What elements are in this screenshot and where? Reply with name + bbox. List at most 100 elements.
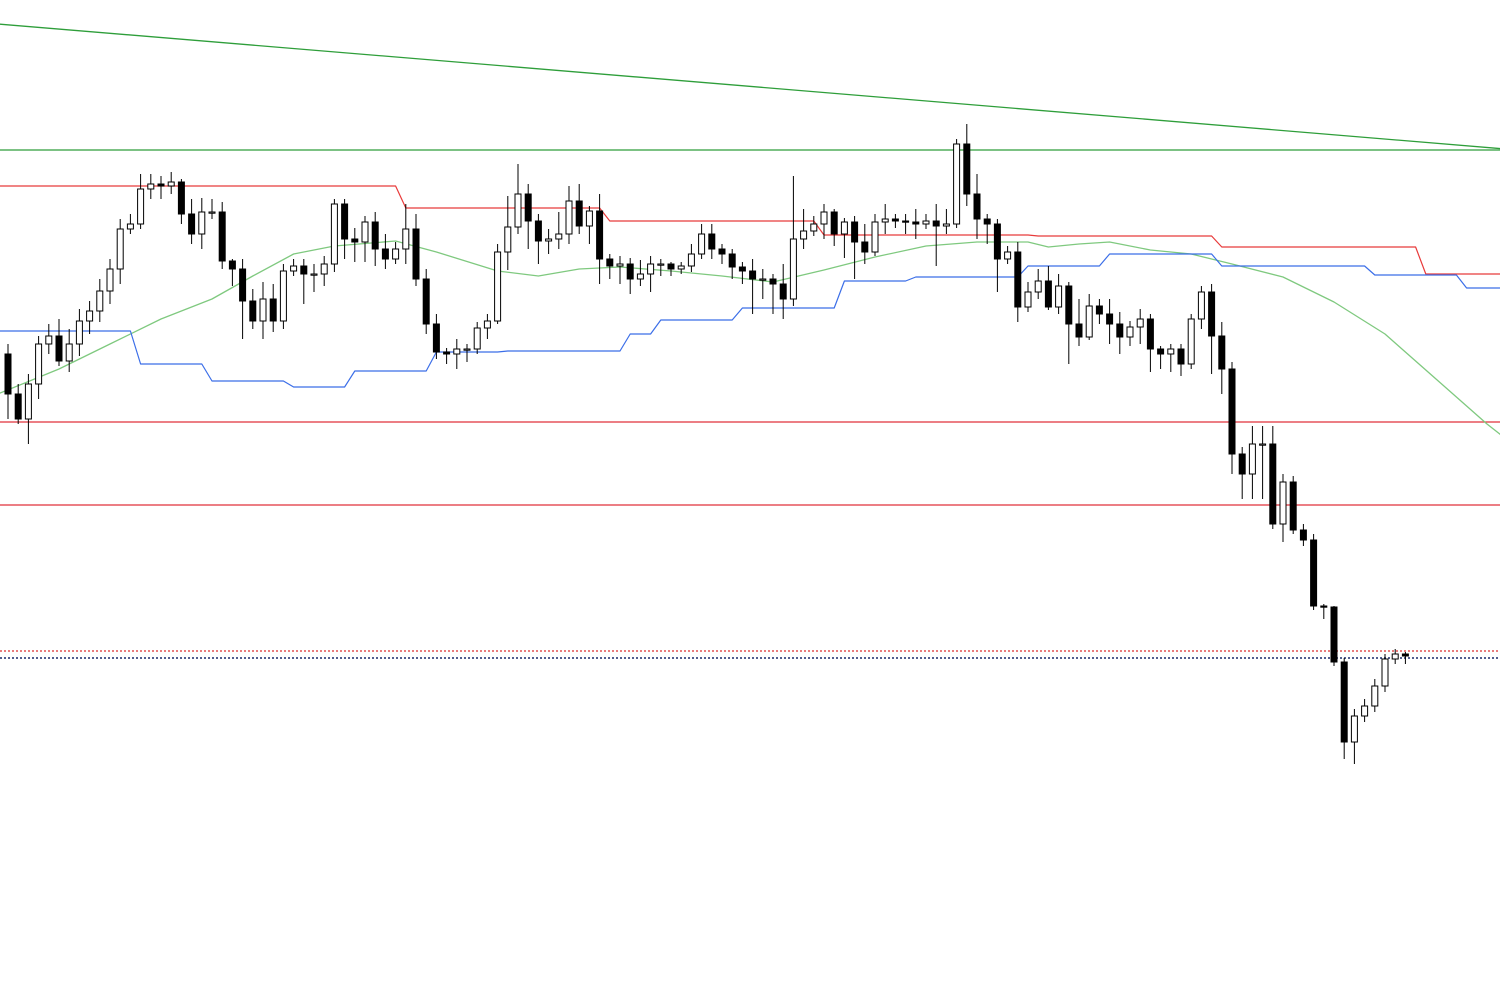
bearish-candle-body (381, 248, 389, 260)
candle (1157, 346, 1165, 369)
candle (473, 322, 481, 354)
bullish-candle-body (1381, 658, 1389, 687)
candle (494, 244, 502, 324)
bearish-candle-body (157, 183, 165, 187)
candle (422, 269, 430, 334)
candle (1289, 476, 1297, 534)
candle (1238, 447, 1246, 499)
candle (218, 202, 226, 269)
candle (330, 199, 338, 272)
bearish-candle-body (1116, 323, 1124, 338)
bearish-candle-body (422, 278, 430, 325)
candle (1299, 524, 1307, 546)
bullish-candle-body (1034, 280, 1042, 293)
bearish-candle-body (1299, 529, 1307, 541)
candle (1350, 709, 1358, 764)
bearish-candle-body (769, 278, 777, 285)
candle (718, 244, 726, 264)
bearish-candle-body (606, 258, 614, 267)
bearish-candle-body (1044, 280, 1052, 308)
candle (1065, 282, 1073, 364)
bullish-candle-body (75, 320, 83, 345)
bullish-candle-body (565, 200, 573, 235)
bullish-candle-body (1136, 318, 1144, 328)
candle (269, 284, 277, 332)
bullish-candle-body (1167, 348, 1175, 355)
bearish-candle-body (1320, 605, 1328, 608)
bullish-candle-body (1371, 685, 1379, 707)
candle (953, 139, 961, 228)
candle (779, 264, 787, 319)
candle (698, 224, 706, 259)
bearish-candle-body (902, 220, 910, 223)
bullish-candle-body (1350, 715, 1358, 743)
candle (86, 301, 94, 334)
candle (1177, 344, 1185, 376)
bearish-candle-body (351, 238, 359, 243)
candle (177, 179, 185, 224)
candle (891, 214, 899, 228)
bearish-candle-body (228, 260, 236, 270)
bearish-candle-body (1330, 606, 1338, 663)
bullish-candle-body (198, 211, 206, 235)
bullish-candle-body (1024, 291, 1032, 308)
bearish-candle-body (1238, 453, 1246, 475)
bearish-candle-body (1340, 661, 1348, 743)
candle (116, 219, 124, 284)
candle (534, 214, 542, 264)
bullish-candle-body (463, 348, 471, 351)
candle (279, 264, 287, 329)
bearish-candle-body (891, 218, 899, 222)
candle (412, 214, 420, 286)
candle (932, 204, 940, 266)
candle (616, 256, 624, 284)
bearish-candle-body (1095, 305, 1103, 315)
candle (1044, 266, 1052, 310)
bearish-candle-body (177, 181, 185, 215)
bearish-candle-body (1177, 348, 1185, 365)
candle (198, 198, 206, 249)
candle (432, 314, 440, 359)
bullish-candle-body (698, 233, 706, 255)
candle (1330, 606, 1338, 666)
candle (35, 336, 43, 399)
bullish-candle-body (1004, 251, 1012, 260)
bullish-candle-body (953, 143, 961, 225)
candle (147, 174, 155, 199)
candle (1095, 299, 1103, 324)
bearish-candle-body (371, 221, 379, 250)
bullish-candle-body (1279, 481, 1287, 525)
candle (1248, 426, 1256, 499)
bearish-candle-body (269, 298, 277, 322)
candle (65, 329, 73, 372)
candle (524, 184, 532, 249)
bullish-candle-body (290, 265, 298, 272)
bullish-candle-body (1197, 291, 1205, 320)
bearish-candle-body (188, 213, 196, 235)
bearish-candle-body (1146, 318, 1154, 350)
candle (1371, 679, 1379, 712)
candle (902, 214, 910, 234)
bullish-candle-body (677, 265, 685, 270)
candle (1085, 294, 1093, 340)
bearish-candle-body (1014, 251, 1022, 308)
moving-average-line (0, 240, 1500, 436)
candle (973, 174, 981, 239)
candle (626, 258, 634, 294)
bullish-candle-body (86, 310, 94, 322)
bullish-candle-body (320, 263, 328, 275)
candle (1055, 274, 1063, 314)
bullish-candle-body (208, 211, 216, 214)
bullish-candle-body (1248, 443, 1256, 475)
bullish-candle-body (453, 348, 461, 355)
bearish-candle-body (912, 221, 920, 225)
bullish-candle-body (126, 223, 134, 230)
bearish-candle-body (249, 300, 257, 322)
candle (402, 204, 410, 264)
candle (341, 199, 349, 259)
bearish-candle-body (1401, 653, 1409, 657)
bullish-candle-body (922, 220, 930, 225)
candle (453, 339, 461, 369)
candle (1014, 242, 1022, 322)
bullish-candle-body (871, 221, 879, 253)
